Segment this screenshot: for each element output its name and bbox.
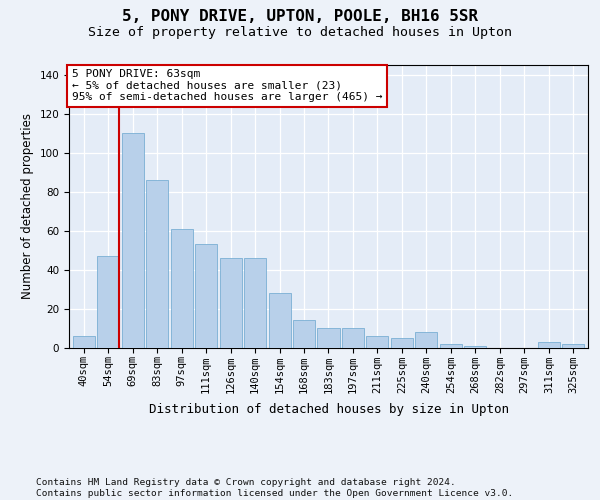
Text: Size of property relative to detached houses in Upton: Size of property relative to detached ho…	[88, 26, 512, 39]
Bar	[195, 244, 217, 348]
Bar	[415, 332, 437, 347]
Bar	[342, 328, 364, 347]
Bar	[562, 344, 584, 347]
Bar	[122, 133, 143, 348]
Text: Distribution of detached houses by size in Upton: Distribution of detached houses by size …	[149, 402, 509, 415]
Bar	[244, 258, 266, 348]
Bar	[293, 320, 315, 347]
Bar	[440, 344, 462, 347]
Bar	[97, 256, 119, 348]
Text: Contains HM Land Registry data © Crown copyright and database right 2024.
Contai: Contains HM Land Registry data © Crown c…	[36, 478, 513, 498]
Bar	[367, 336, 388, 347]
Bar	[464, 346, 487, 348]
Bar	[538, 342, 560, 347]
Bar	[391, 338, 413, 347]
Bar	[269, 293, 290, 348]
Bar	[73, 336, 95, 347]
Bar	[317, 328, 340, 347]
Bar	[170, 228, 193, 348]
Text: 5 PONY DRIVE: 63sqm
← 5% of detached houses are smaller (23)
95% of semi-detache: 5 PONY DRIVE: 63sqm ← 5% of detached hou…	[71, 69, 382, 102]
Text: 5, PONY DRIVE, UPTON, POOLE, BH16 5SR: 5, PONY DRIVE, UPTON, POOLE, BH16 5SR	[122, 9, 478, 24]
Bar	[146, 180, 168, 348]
Y-axis label: Number of detached properties: Number of detached properties	[21, 114, 34, 299]
Bar	[220, 258, 242, 348]
